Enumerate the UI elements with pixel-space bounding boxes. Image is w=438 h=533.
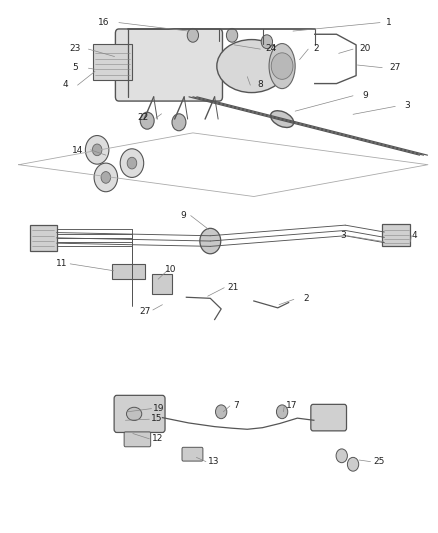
Bar [30, 225, 57, 251]
Text: 9: 9 [362, 91, 367, 100]
Text: 3: 3 [341, 231, 346, 240]
Text: 3: 3 [404, 101, 410, 110]
Text: 19: 19 [153, 403, 165, 413]
Bar [382, 224, 410, 246]
FancyBboxPatch shape [116, 29, 223, 101]
Circle shape [92, 144, 102, 156]
Circle shape [276, 405, 288, 419]
Text: 17: 17 [286, 401, 298, 410]
Ellipse shape [271, 111, 293, 127]
Bar [152, 274, 173, 294]
Circle shape [261, 35, 272, 49]
Circle shape [271, 53, 293, 79]
FancyBboxPatch shape [311, 405, 346, 431]
Circle shape [347, 457, 359, 471]
Text: 21: 21 [227, 282, 239, 292]
Text: 9: 9 [180, 211, 186, 220]
Text: 12: 12 [152, 434, 163, 443]
Text: 27: 27 [139, 306, 151, 316]
Circle shape [187, 28, 198, 42]
FancyBboxPatch shape [124, 432, 151, 447]
Circle shape [85, 135, 109, 164]
FancyBboxPatch shape [114, 395, 165, 432]
Ellipse shape [127, 407, 142, 421]
Bar [93, 44, 132, 80]
Circle shape [140, 112, 154, 129]
Text: 20: 20 [359, 44, 371, 53]
Text: 10: 10 [166, 265, 177, 274]
Circle shape [120, 149, 144, 177]
Text: 4: 4 [63, 80, 69, 89]
Text: 7: 7 [233, 401, 239, 410]
Text: 24: 24 [265, 44, 277, 53]
Circle shape [172, 114, 186, 131]
Circle shape [336, 449, 347, 463]
Text: 14: 14 [72, 146, 83, 155]
Circle shape [200, 228, 221, 254]
Text: 11: 11 [56, 259, 67, 268]
Circle shape [94, 163, 117, 192]
Text: 16: 16 [98, 18, 110, 27]
Text: 4: 4 [411, 231, 417, 240]
Text: 27: 27 [389, 63, 401, 71]
Circle shape [215, 405, 227, 419]
Text: 15: 15 [151, 414, 162, 423]
Ellipse shape [217, 39, 286, 93]
Text: 2: 2 [303, 294, 309, 303]
Text: 23: 23 [70, 44, 81, 53]
Text: 1: 1 [386, 18, 392, 27]
Bar [113, 264, 145, 279]
Circle shape [101, 172, 111, 183]
Text: 5: 5 [73, 63, 78, 72]
Circle shape [127, 157, 137, 169]
Text: 2: 2 [314, 44, 319, 53]
Text: 8: 8 [258, 80, 263, 89]
Text: 22: 22 [137, 113, 148, 122]
Text: 25: 25 [374, 457, 385, 466]
Circle shape [226, 28, 238, 42]
Ellipse shape [269, 44, 295, 88]
Text: 13: 13 [208, 457, 219, 466]
FancyBboxPatch shape [182, 447, 203, 461]
